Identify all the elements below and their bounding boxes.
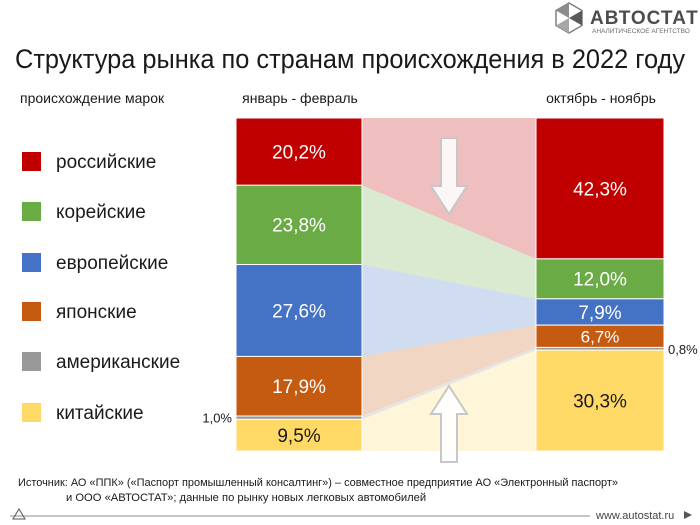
arrow-down-icon [429,137,469,216]
footer-triangle-icon [12,508,26,520]
legend-label-european: европейские [56,253,168,274]
arrow-up-icon [429,384,469,463]
logo-hexagon-icon [555,2,583,34]
legend-swatch-american [22,352,41,371]
flow-band-1 [362,185,536,299]
legend-label-korean: корейские [56,202,146,223]
footer-url: www.autostat.ru [595,510,674,522]
data-labels: 20,2% 42,3% 23,8% 12,0% 27,6% 7,9% 17,9% 6,7% 1,… [202,142,698,447]
legend-swatch-chinese [22,403,41,422]
footer-play-icon [684,511,692,519]
data-label-4-0: 1,0% [202,411,232,426]
category-label-oct-nov: октябрь - ноябрь [546,90,656,106]
logo-name: АВТОСТАТ [590,8,699,29]
legend-heading: происхождение марок [20,90,165,106]
stacked-bars [235,117,665,452]
bar-segment-1-0 [235,184,363,266]
bar-segment-0-0 [235,117,363,186]
legend-label-chinese: китайские [56,403,144,424]
data-label-5-1: 30,3% [573,391,627,412]
source-note-line2: и ООО «АВТОСТАТ»; данные по рынку новых … [66,492,426,504]
legend-label-japanese: японские [56,302,137,323]
data-label-1-1: 12,0% [573,270,627,291]
data-label-2-0: 27,6% [272,301,326,322]
data-label-0-0: 20,2% [272,142,326,163]
bar-segment-5-1 [535,349,665,452]
legend-label-russian: российские [56,152,156,173]
bar-segment-3-0 [235,355,363,417]
bar-segment-2-0 [235,264,363,357]
data-label-1-0: 23,8% [272,216,326,237]
data-label-2-1: 7,9% [578,303,621,324]
data-label-3-0: 17,9% [272,377,326,398]
category-label-jan-feb: январь - февраль [242,90,358,106]
data-label-0-1: 42,3% [573,179,627,200]
flow-band-3 [362,325,536,417]
legend: российские корейские европейские японски… [22,152,180,424]
legend-swatch-european [22,253,41,272]
legend-label-american: американские [56,352,180,373]
page-title: Структура рынка по странам происхождения… [15,44,685,74]
flow-band-2 [362,264,536,357]
bar-segment-5-0 [235,418,363,452]
bar-segment-0-1 [535,117,665,260]
bar-segment-1-1 [535,258,665,300]
bar-segment-2-1 [535,298,665,326]
legend-swatch-korean [22,202,41,221]
data-label-4-1: 0,8% [668,342,698,357]
legend-swatch-japanese [22,302,41,321]
data-label-5-0: 9,5% [277,426,320,447]
autostat-logo: АВТОСТАТ АНАЛИТИЧЕСКОЕ АГЕНТСТВО [555,2,699,35]
legend-swatch-russian [22,152,41,171]
flow-band-4 [362,347,536,420]
trend-arrows [429,137,469,463]
logo-subtitle: АНАЛИТИЧЕСКОЕ АГЕНТСТВО [592,28,690,35]
data-label-3-1: 6,7% [581,327,620,346]
source-note-line1: Источник: АО «ППК» («Паспорт промышленны… [18,477,618,489]
